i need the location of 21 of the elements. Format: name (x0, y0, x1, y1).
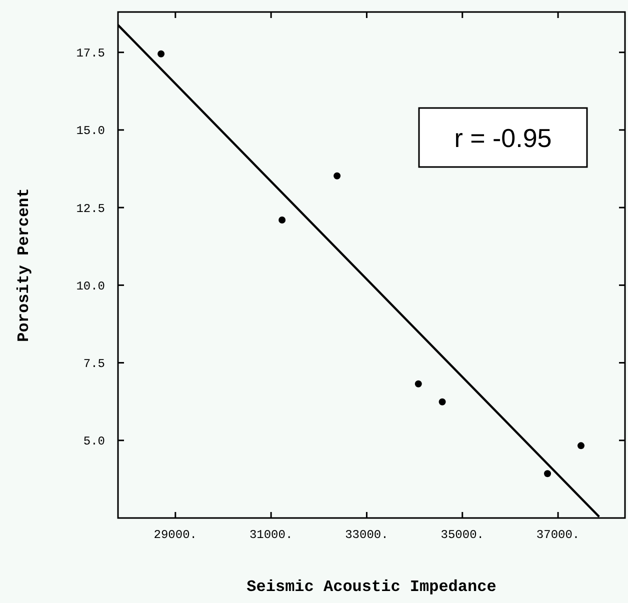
point (278, 216, 286, 224)
x-tick-label: 29000. (154, 528, 198, 542)
x-tick-label: 31000. (249, 528, 293, 542)
y-tick-label: 15.0 (76, 124, 105, 138)
annotation: r = -0.95 (454, 123, 552, 154)
y-tick-label: 7.5 (83, 356, 105, 371)
point (544, 470, 552, 478)
y-tick-label: 12.5 (76, 202, 105, 216)
y-tick-label: 17.5 (76, 46, 105, 61)
x-tick-label: 37000. (536, 528, 580, 542)
y-tick-label: 5.0 (83, 434, 105, 449)
x-tick-label: 33000. (345, 528, 388, 542)
point (438, 398, 446, 406)
point (414, 380, 422, 388)
x-tick-label: 35000. (440, 528, 484, 542)
point (334, 172, 341, 180)
y-tick-label: 10.0 (76, 279, 105, 294)
x-axis-title: Seismic Acoustic Impedance (246, 578, 496, 596)
point (158, 50, 165, 58)
y-axis-title: Porosity Percent (15, 188, 33, 342)
point (577, 442, 584, 450)
